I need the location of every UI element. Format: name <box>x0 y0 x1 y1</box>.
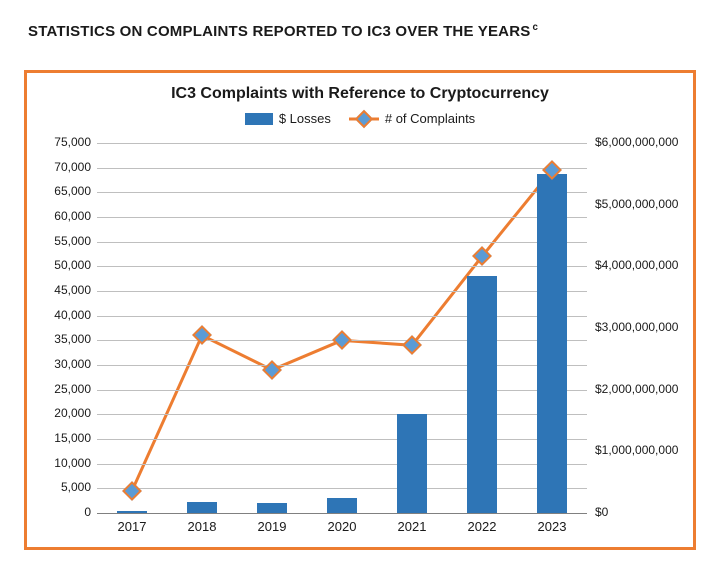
y-right-tick-label: $2,000,000,000 <box>595 382 678 396</box>
y-left-tick-label: 45,000 <box>54 283 91 297</box>
y-left-tick-label: 20,000 <box>54 406 91 420</box>
y-left-tick-label: 5,000 <box>61 480 91 494</box>
y-left-tick-label: 50,000 <box>54 258 91 272</box>
bar <box>537 174 566 513</box>
y-right-tick-label: $1,000,000,000 <box>595 443 678 457</box>
plot-area: 05,00010,00015,00020,00025,00030,00035,0… <box>97 143 587 513</box>
legend-label-line: # of Complaints <box>385 111 475 126</box>
grid-line <box>97 192 587 193</box>
page: { "heading": { "text": "STATISTICS ON CO… <box>0 0 720 568</box>
y-left-tick-label: 25,000 <box>54 382 91 396</box>
x-tick-label: 2020 <box>322 519 362 534</box>
grid-line <box>97 168 587 169</box>
page-title: STATISTICS ON COMPLAINTS REPORTED TO IC3… <box>28 22 538 40</box>
grid-line <box>97 291 587 292</box>
y-left-tick-label: 65,000 <box>54 184 91 198</box>
grid-line <box>97 464 587 465</box>
line-series <box>97 143 587 513</box>
bar <box>327 498 356 513</box>
page-title-text: STATISTICS ON COMPLAINTS REPORTED TO IC3… <box>28 23 530 40</box>
grid-line <box>97 316 587 317</box>
legend-label-bars: $ Losses <box>279 111 331 126</box>
grid-line <box>97 143 587 144</box>
y-right-tick-label: $0 <box>595 505 608 519</box>
grid-line <box>97 513 587 514</box>
x-tick-label: 2022 <box>462 519 502 534</box>
y-left-tick-label: 60,000 <box>54 209 91 223</box>
y-left-tick-label: 15,000 <box>54 431 91 445</box>
x-tick-label: 2021 <box>392 519 432 534</box>
y-left-tick-label: 0 <box>84 505 91 519</box>
bar <box>467 276 496 513</box>
chart-legend: $ Losses # of Complaints <box>27 111 693 126</box>
x-tick-label: 2023 <box>532 519 572 534</box>
grid-line <box>97 488 587 489</box>
y-left-tick-label: 10,000 <box>54 456 91 470</box>
y-right-tick-label: $6,000,000,000 <box>595 135 678 149</box>
grid-line <box>97 266 587 267</box>
y-left-tick-label: 35,000 <box>54 332 91 346</box>
y-left-tick-label: 40,000 <box>54 308 91 322</box>
y-right-tick-label: $4,000,000,000 <box>595 258 678 272</box>
y-left-tick-label: 30,000 <box>54 357 91 371</box>
y-left-tick-label: 55,000 <box>54 234 91 248</box>
y-right-tick-label: $5,000,000,000 <box>595 197 678 211</box>
grid-line <box>97 439 587 440</box>
grid-line <box>97 242 587 243</box>
bar <box>257 503 286 513</box>
x-tick-label: 2018 <box>182 519 222 534</box>
bar <box>397 414 426 513</box>
legend-swatch-bar <box>245 113 273 125</box>
chart-frame: IC3 Complaints with Reference to Cryptoc… <box>24 70 696 550</box>
bar <box>117 511 146 513</box>
grid-line <box>97 217 587 218</box>
chart-title: IC3 Complaints with Reference to Cryptoc… <box>27 85 693 103</box>
bar <box>187 502 216 513</box>
grid-line <box>97 414 587 415</box>
x-tick-label: 2017 <box>112 519 152 534</box>
grid-line <box>97 365 587 366</box>
y-left-tick-label: 70,000 <box>54 160 91 174</box>
grid-line <box>97 390 587 391</box>
x-tick-label: 2019 <box>252 519 292 534</box>
page-title-superscript: c <box>532 22 538 33</box>
legend-swatch-line <box>349 112 379 126</box>
y-left-tick-label: 75,000 <box>54 135 91 149</box>
y-right-tick-label: $3,000,000,000 <box>595 320 678 334</box>
